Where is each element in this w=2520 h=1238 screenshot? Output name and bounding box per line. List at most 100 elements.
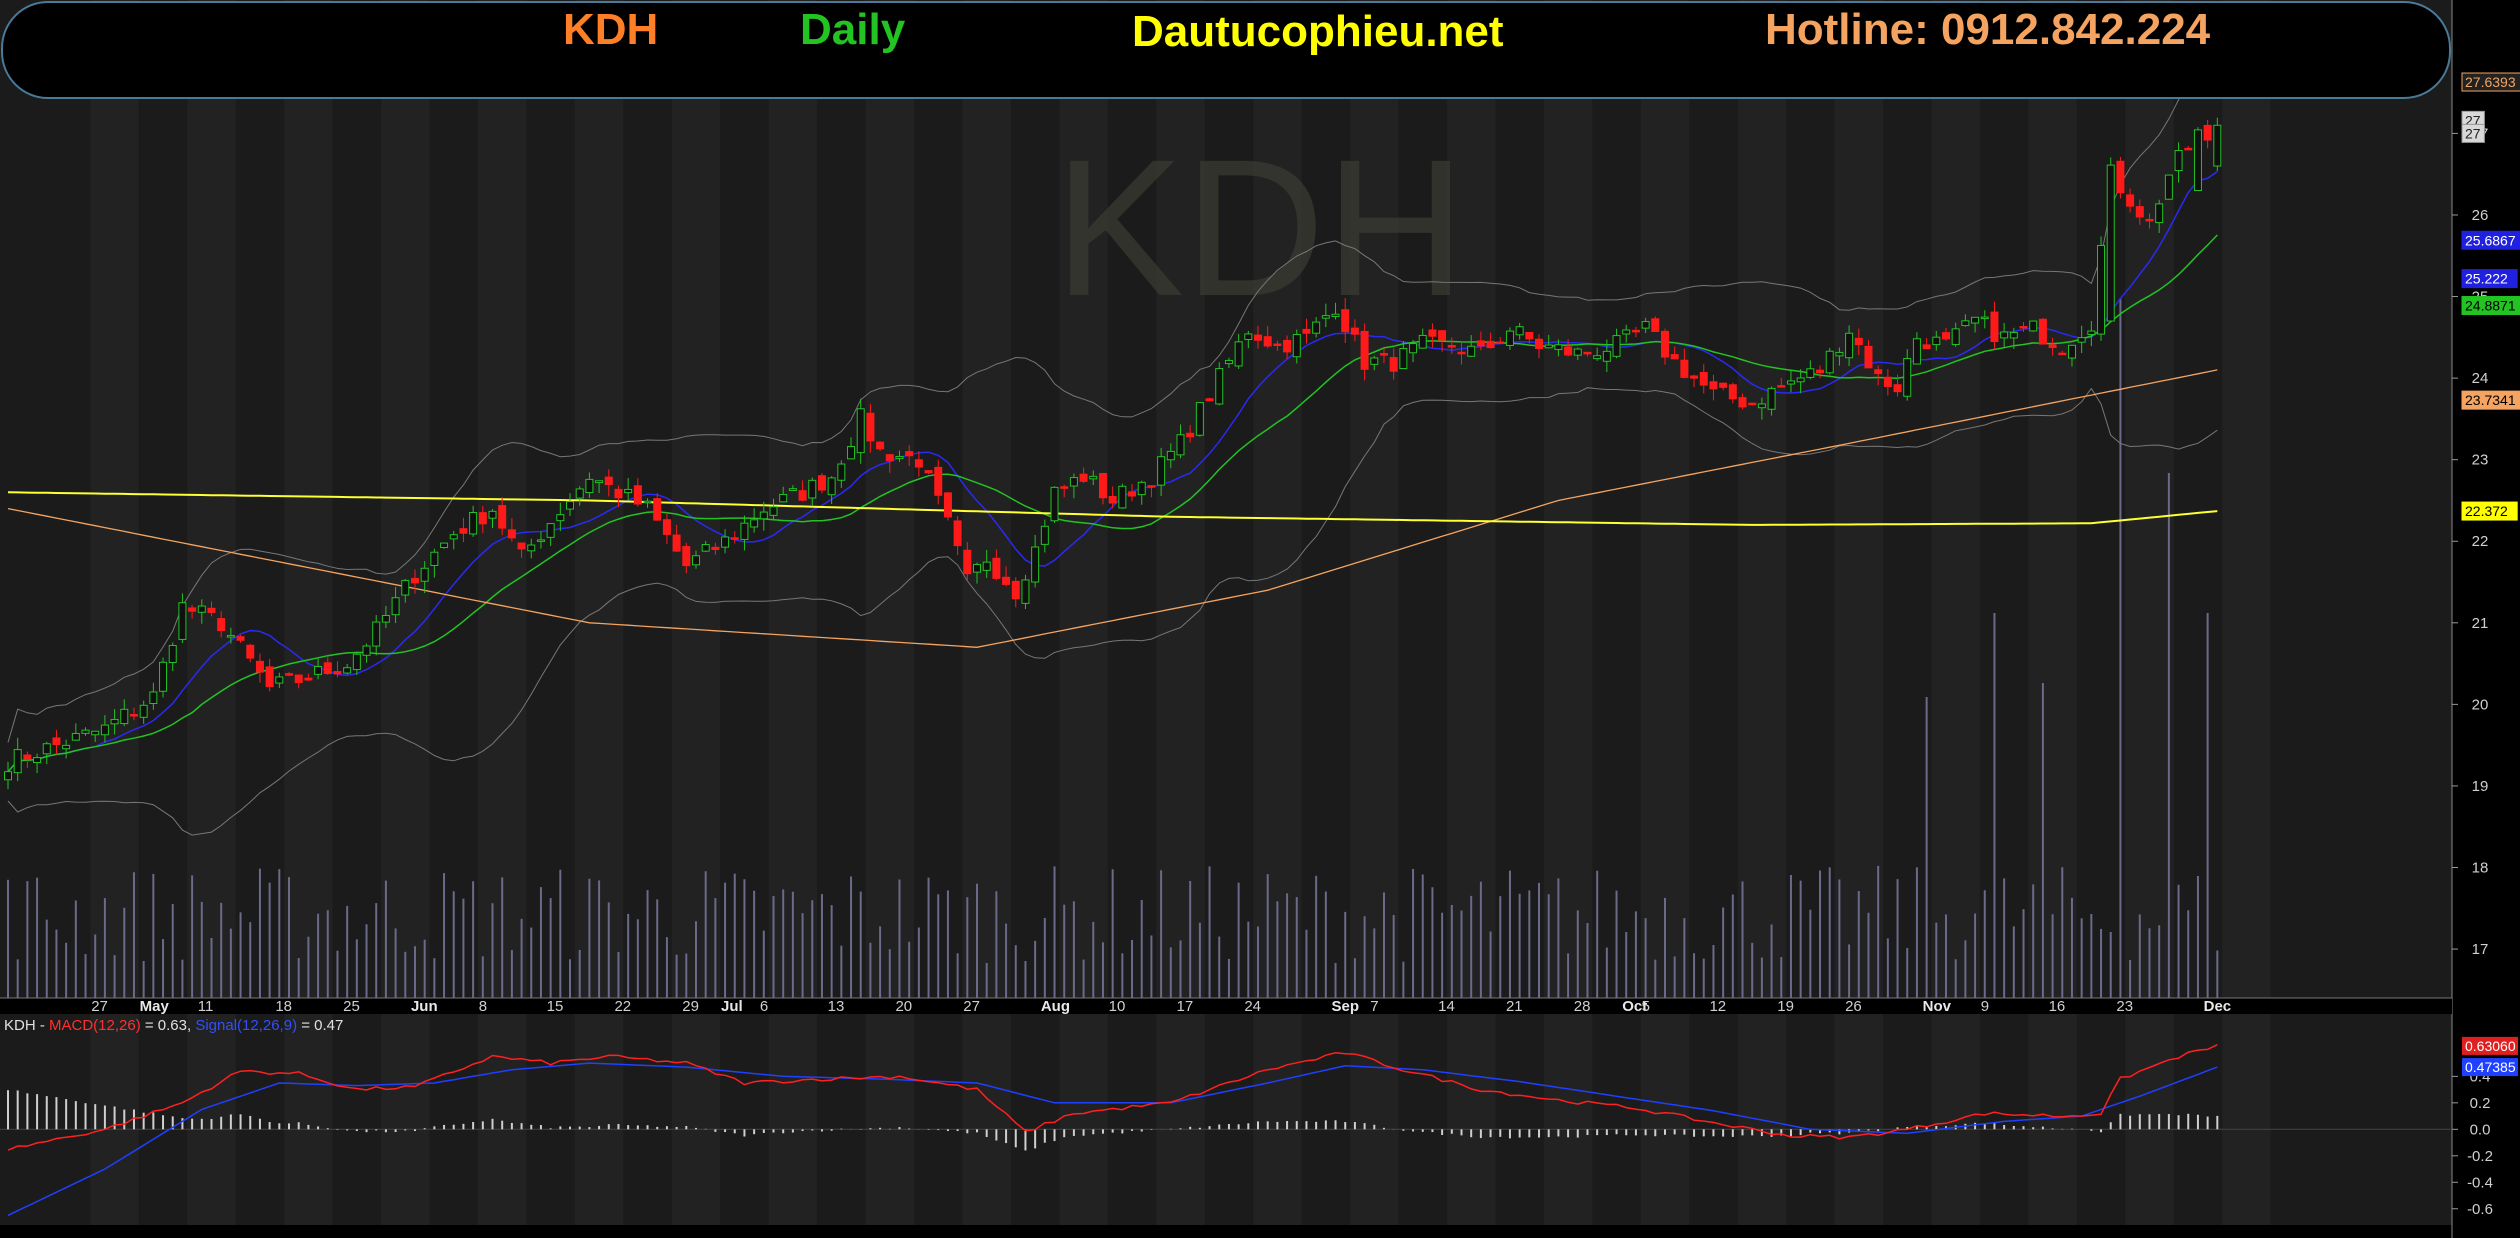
candle-body <box>1234 341 1243 367</box>
candle-body <box>1515 326 1524 336</box>
candle-body <box>1157 456 1166 486</box>
candle-body <box>2126 194 2135 207</box>
x-axis-band <box>0 998 2452 1014</box>
candle-body <box>1680 359 1689 378</box>
candle-body <box>1593 355 1602 360</box>
candle-body <box>876 441 885 450</box>
candle-body <box>1089 475 1098 480</box>
candle-body <box>1525 331 1534 340</box>
candle-body <box>1224 359 1233 365</box>
candle-body <box>217 618 226 631</box>
candle-body <box>1573 348 1582 356</box>
candle-body <box>120 708 129 725</box>
candle-body <box>730 537 739 540</box>
candle-body <box>1874 369 1883 375</box>
macd-week-stripe <box>865 1013 915 1225</box>
week-stripe <box>1446 0 1496 998</box>
candle-body <box>459 528 468 534</box>
candle-body <box>81 729 90 734</box>
candle-body <box>1215 368 1224 405</box>
candle-body <box>159 661 168 692</box>
candle-body <box>585 478 594 494</box>
header-banner <box>1 1 2451 99</box>
candle-body <box>595 480 604 484</box>
x-axis-label: 25 <box>343 998 360 1015</box>
candle-body <box>498 505 507 529</box>
candle-body <box>1825 350 1834 374</box>
candle-body <box>575 488 584 499</box>
price-tag-label: 27.6393 <box>2465 74 2516 90</box>
macd-week-stripe <box>284 1013 333 1225</box>
candle-body <box>1951 328 1960 345</box>
candle-body <box>362 645 371 656</box>
candle-body <box>62 744 71 750</box>
price-tag: 27.6393 <box>2461 72 2520 92</box>
candle-body <box>1486 340 1495 349</box>
candle-body <box>885 454 894 462</box>
price-tag-box <box>2461 72 2520 92</box>
candle-body <box>1496 341 1505 344</box>
candle-body <box>1273 343 1282 347</box>
candle-body <box>827 477 836 496</box>
macd-week-stripe <box>1059 1013 1108 1225</box>
candle-body <box>1350 327 1359 335</box>
x-axis-label: May <box>140 998 170 1015</box>
macd-week-stripe <box>768 1013 818 1225</box>
price-tag: 22.372 <box>2461 501 2518 521</box>
candle-body <box>275 676 284 684</box>
candle-body <box>943 492 952 518</box>
bb-lower-line <box>7 387 2218 836</box>
candle-body <box>633 485 642 505</box>
macd-week-stripes <box>90 1013 2271 1225</box>
candle-body <box>1767 387 1776 410</box>
candle-body <box>1719 382 1728 388</box>
x-axis-label: 24 <box>1244 998 1261 1015</box>
candle-body <box>1864 345 1873 369</box>
candle-body <box>759 511 768 520</box>
x-axis-label: 21 <box>1506 998 1523 1015</box>
watermark-symbol: KDH <box>1054 119 1466 337</box>
price-tick-label: 23 <box>2472 452 2489 469</box>
candle-body <box>255 660 264 673</box>
candle-body <box>1942 332 1950 340</box>
candle-body <box>1002 576 1011 585</box>
candle-body <box>2184 147 2193 151</box>
candle-body <box>1816 369 1825 374</box>
candle-body <box>992 557 1001 579</box>
candle-body <box>2097 244 2106 335</box>
candle-body <box>847 446 856 460</box>
macd-histogram <box>0 1090 2452 1151</box>
x-axis-label: 6 <box>760 998 768 1015</box>
candle-body <box>1651 318 1660 333</box>
macd-week-stripe <box>1737 1013 1787 1225</box>
candle-body <box>178 602 187 640</box>
week-stripe <box>671 0 721 998</box>
macd-legend-prefix: KDH - <box>4 1017 49 1034</box>
x-axis-label: Nov <box>1923 998 1952 1015</box>
x-axis-label: 12 <box>1709 998 1726 1015</box>
candle-body <box>1244 333 1253 340</box>
candle-body <box>1031 546 1040 583</box>
candle-body <box>691 555 700 566</box>
candle-body <box>1108 496 1117 504</box>
candle-body <box>808 479 817 499</box>
candle-body <box>129 713 138 717</box>
header-symbol: KDH <box>563 5 658 54</box>
macd-week-stripe <box>2222 1013 2271 1225</box>
x-axis-label: 23 <box>2116 998 2133 1015</box>
candle-body <box>2009 332 2018 339</box>
price-tick-label: 21 <box>2472 615 2489 632</box>
candle-body <box>246 644 255 659</box>
signal-line <box>7 1062 2218 1217</box>
week-stripe <box>1350 0 1399 998</box>
candle-body <box>1428 329 1437 337</box>
x-axis-label: 20 <box>895 998 912 1015</box>
macd-tag-box <box>2462 1058 2518 1077</box>
candle-body <box>837 463 846 481</box>
candle-body <box>2077 337 2086 343</box>
week-stripe <box>1834 0 1884 998</box>
x-axis-label: Sep <box>1332 998 1360 1015</box>
candle-body <box>556 514 565 522</box>
ma-orange-line <box>7 369 2218 648</box>
price-tag-box <box>2461 390 2520 410</box>
